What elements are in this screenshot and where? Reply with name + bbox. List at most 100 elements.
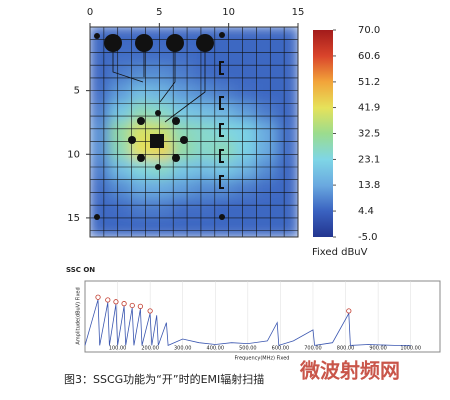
peak-marker	[105, 297, 111, 303]
spectrum-title: SSC ON	[66, 266, 95, 274]
heat-cell	[276, 159, 298, 181]
colorbar-tick-label: -5.0	[358, 232, 378, 243]
heat-cell	[109, 216, 133, 237]
heat-cell	[193, 64, 216, 86]
heat-cell	[109, 197, 133, 219]
heat-cell	[90, 45, 112, 67]
heat-cell	[255, 178, 279, 200]
colorbar-tick-label: 51.2	[358, 77, 380, 88]
heat-cell	[234, 83, 258, 105]
heat-cell	[255, 64, 279, 86]
heat-cell	[255, 45, 279, 67]
heat-cell	[90, 178, 112, 200]
caption: 图3：SSCG功能为“开”时的EMI辐射扫描	[64, 372, 264, 386]
heat-cell	[90, 64, 112, 86]
spectrum-line	[84, 299, 411, 346]
heat-cell	[213, 140, 237, 162]
heat-cell	[172, 64, 195, 86]
x-tick-label: 100.00	[109, 346, 127, 352]
heat-cell	[130, 140, 154, 162]
heat-cell	[130, 216, 154, 237]
peak-marker	[137, 303, 143, 309]
y-tick-label: 10	[67, 149, 80, 160]
heat-cell	[213, 159, 237, 181]
heat-cell	[151, 178, 175, 200]
heat-cell	[130, 83, 154, 105]
x-tick-label: 0	[87, 7, 93, 18]
heat-cell	[276, 197, 298, 219]
colorbar-tick-label: 70.0	[358, 25, 380, 36]
heat-cell	[109, 159, 133, 181]
y-axis-label: Amplitude(dBuV) Fixed	[76, 287, 82, 344]
heat-cell	[109, 140, 133, 162]
heat-cell	[130, 102, 154, 124]
heat-cell	[172, 216, 195, 237]
colorbar-tick-label: 32.5	[358, 129, 380, 140]
heat-cell	[255, 83, 279, 105]
heat-cell	[234, 64, 258, 86]
heat-cell	[151, 159, 175, 181]
peak-marker	[121, 301, 127, 307]
heat-cell	[193, 121, 216, 143]
board-parts	[94, 32, 225, 220]
heat-cell	[276, 83, 298, 105]
heat-cell	[90, 102, 112, 124]
heat-cell	[234, 27, 258, 48]
x-tick-label: 300.00	[174, 346, 192, 352]
peak-marker	[95, 294, 101, 300]
heat-cell	[276, 27, 298, 48]
heat-cell	[234, 159, 258, 181]
colorbar-tick-label: 13.8	[358, 180, 380, 191]
colorbar	[313, 30, 333, 237]
heat-cell	[151, 64, 175, 86]
heat-cell	[276, 216, 298, 237]
heat-cell	[151, 83, 175, 105]
heat-cell	[213, 102, 237, 124]
heat-cell	[193, 197, 216, 219]
heat-cell	[130, 197, 154, 219]
heat-cell	[90, 197, 112, 219]
heatmap	[90, 27, 298, 237]
x-tick-label: 900.00	[369, 346, 387, 352]
heat-cell	[276, 178, 298, 200]
heat-cell	[151, 102, 175, 124]
y-tick-label: 5	[74, 86, 80, 97]
colorbar-tick-label: 60.6	[358, 51, 380, 62]
heat-cell	[255, 102, 279, 124]
heat-cell	[213, 197, 237, 219]
x-tick-label: 700.00	[304, 346, 322, 352]
heat-cell	[234, 102, 258, 124]
heat-cell	[213, 121, 237, 143]
x-tick-label: 800.00	[337, 346, 355, 352]
heat-cell	[130, 159, 154, 181]
colorbar-tick-label: 23.1	[358, 154, 380, 165]
heat-cell	[172, 159, 195, 181]
x-tick-label: 400.00	[207, 346, 225, 352]
heat-cell	[193, 178, 216, 200]
spectrum-frame	[84, 280, 441, 353]
heat-cell	[193, 102, 216, 124]
peak-marker	[113, 299, 119, 305]
heat-cell	[130, 178, 154, 200]
heat-cell	[213, 178, 237, 200]
x-tick-label: 200.00	[141, 346, 159, 352]
heat-cell	[255, 159, 279, 181]
colorbar-tick-label: 41.9	[358, 103, 380, 114]
heat-cell	[193, 159, 216, 181]
heat-cell	[109, 178, 133, 200]
heat-cell	[276, 121, 298, 143]
heat-cell	[90, 159, 112, 181]
heat-cell	[234, 140, 258, 162]
heat-cell	[90, 83, 112, 105]
colorbar-label: Fixed dBuV	[312, 247, 368, 258]
heat-cell	[255, 216, 279, 237]
peak-marker	[147, 308, 153, 314]
y-tick-label: 15	[67, 213, 80, 224]
heat-cell	[90, 121, 112, 143]
heat-cell	[213, 64, 237, 86]
peak-marker	[129, 302, 135, 309]
heat-cell	[172, 178, 195, 200]
x-tick-label: 600.00	[272, 346, 290, 352]
plot-frame	[89, 26, 299, 238]
